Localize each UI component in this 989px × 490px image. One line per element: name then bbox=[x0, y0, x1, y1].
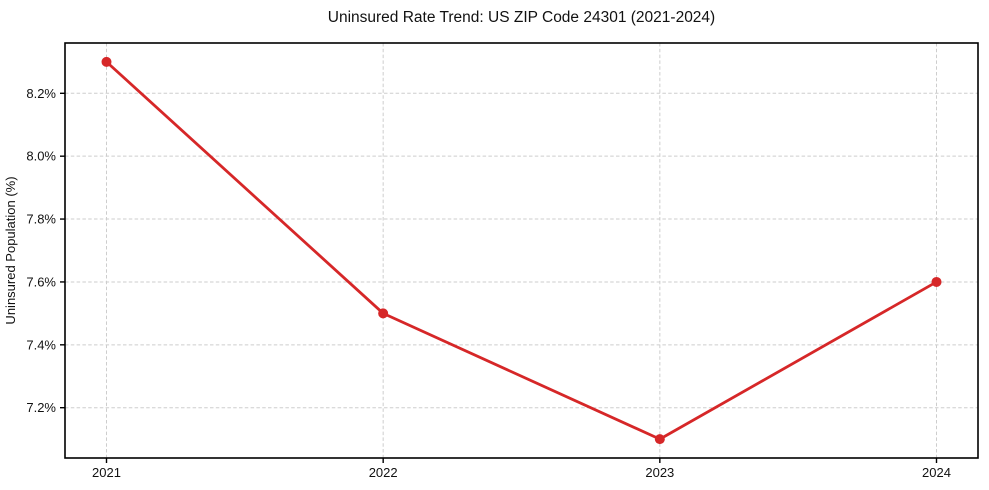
y-tick-label: 7.4% bbox=[26, 337, 56, 352]
x-tick-label: 2023 bbox=[645, 465, 674, 480]
y-tick-label: 7.8% bbox=[26, 212, 56, 227]
chart-title: Uninsured Rate Trend: US ZIP Code 24301 … bbox=[328, 9, 715, 26]
x-tick-label: 2022 bbox=[369, 465, 398, 480]
grid-layer bbox=[65, 43, 978, 458]
data-point-marker bbox=[101, 56, 112, 67]
data-point-marker bbox=[378, 308, 389, 319]
x-tick-label: 2024 bbox=[922, 465, 951, 480]
plot-border bbox=[64, 42, 979, 459]
series-layer bbox=[101, 56, 942, 445]
data-point-marker bbox=[654, 434, 665, 445]
x-tick-label: 2021 bbox=[92, 465, 121, 480]
data-point-marker bbox=[931, 276, 942, 287]
y-axis-label: Uninsured Population (%) bbox=[3, 176, 18, 324]
y-tick-label: 8.0% bbox=[26, 149, 56, 164]
y-tick-label: 7.2% bbox=[26, 400, 56, 415]
y-tick-label: 7.6% bbox=[26, 274, 56, 289]
trend-line bbox=[105, 60, 938, 441]
y-tick-label: 8.2% bbox=[26, 86, 56, 101]
axes-layer: 2021 2022 2023 2024 7.2% 7.4% 7.6% 7.8% 8.0% 8.2% bbox=[26, 42, 979, 480]
